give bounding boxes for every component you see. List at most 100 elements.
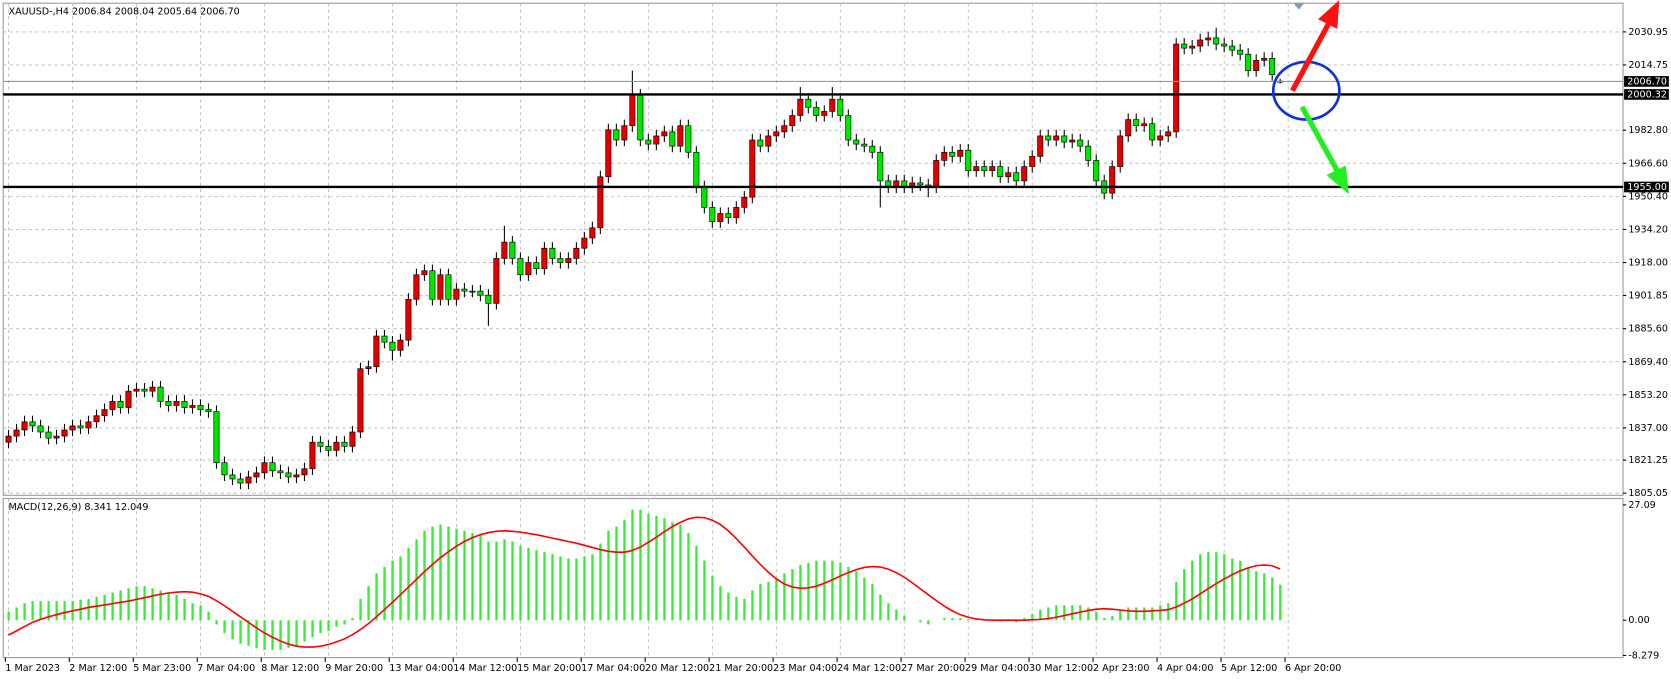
- candle-body: [1221, 43, 1228, 47]
- macd-bar: [151, 588, 154, 621]
- candle-body: [45, 431, 52, 439]
- marker: [1293, 3, 1305, 10]
- macd-bar: [1247, 567, 1250, 621]
- y-tick-label: 1982.80: [1628, 125, 1668, 136]
- macd-bar: [1263, 573, 1266, 621]
- candle-body: [645, 139, 652, 145]
- candle-body: [821, 111, 828, 116]
- macd-bar: [1271, 577, 1274, 621]
- macd-bar: [367, 586, 370, 621]
- macd-bar: [895, 609, 898, 621]
- macd-bar: [767, 581, 770, 621]
- candle-body: [741, 196, 748, 208]
- x-tick-label: 21 Mar 20:00: [709, 663, 773, 674]
- candle-body: [541, 247, 548, 269]
- candle-body: [173, 401, 180, 406]
- macd-bar: [1071, 605, 1074, 621]
- macd-bar: [815, 560, 818, 621]
- candle-body: [221, 462, 228, 476]
- macd-bar: [1207, 552, 1210, 621]
- macd-bar: [1015, 620, 1018, 623]
- macd-bar: [575, 558, 578, 621]
- macd-bar: [375, 573, 378, 621]
- candle-body: [1045, 135, 1052, 141]
- macd-bar: [271, 620, 274, 651]
- candle-body: [341, 441, 348, 447]
- macd-bar: [887, 603, 890, 621]
- macd-bar: [639, 509, 642, 621]
- candle-body: [141, 388, 148, 392]
- y-tick-label: 1805.05: [1628, 488, 1668, 499]
- candle-body: [413, 274, 420, 300]
- candle-body: [253, 472, 260, 478]
- candle-body: [213, 411, 220, 463]
- candle-body: [5, 435, 12, 443]
- y-tick-label: -8.279: [1628, 650, 1659, 661]
- macd-bar: [567, 558, 570, 621]
- macd-bar: [623, 520, 626, 621]
- candle-body: [629, 94, 636, 127]
- macd-bar: [319, 620, 322, 633]
- macd-bar: [447, 526, 450, 621]
- candle-body: [517, 258, 524, 276]
- macd-bar: [1119, 609, 1122, 621]
- candle-body: [317, 441, 324, 447]
- macd-bar: [1215, 552, 1218, 621]
- candle-body: [1165, 131, 1172, 137]
- macd-bar: [1231, 558, 1234, 621]
- candle-body: [53, 435, 60, 439]
- macd-bar: [111, 592, 114, 621]
- macd-bar: [55, 601, 58, 621]
- candle-body: [757, 139, 764, 147]
- candle-body: [917, 182, 924, 186]
- candle-body: [805, 98, 812, 108]
- candle-body: [845, 115, 852, 141]
- signal-line: [8, 516, 1281, 648]
- candle-body: [637, 94, 644, 141]
- candle-body: [357, 368, 364, 433]
- macd-bar: [343, 620, 346, 625]
- macd-bar: [759, 584, 762, 621]
- macd-bar: [719, 586, 722, 621]
- candle-body: [597, 176, 604, 229]
- candle-body: [1141, 123, 1148, 127]
- macd-bar: [535, 550, 538, 621]
- macd-bar: [831, 560, 834, 621]
- macd-bar: [159, 590, 162, 621]
- macd-bar: [183, 598, 186, 621]
- candle-body: [429, 270, 436, 300]
- macd-bar: [1103, 618, 1106, 621]
- macd-bar: [615, 526, 618, 621]
- candle-body: [165, 401, 172, 406]
- y-tick-label: 1837.00: [1628, 423, 1668, 434]
- candle-body: [69, 425, 76, 431]
- candle-body: [381, 335, 388, 343]
- x-tick-label: 5 Mar 23:00: [133, 663, 191, 674]
- candle-body: [773, 131, 780, 137]
- candle-body: [229, 474, 236, 480]
- candle-body: [653, 135, 660, 145]
- candle-body: [533, 262, 540, 269]
- candle-body: [365, 366, 372, 370]
- macd-bar: [919, 620, 922, 623]
- macd-bar: [967, 618, 970, 621]
- candle-body: [405, 298, 412, 341]
- macd-bar: [903, 615, 906, 621]
- x-tick-label: 1 Mar 2023: [5, 663, 60, 674]
- candle-body: [29, 421, 36, 427]
- candle-body: [93, 415, 100, 423]
- macd-bar: [519, 545, 522, 621]
- candle-body: [725, 213, 732, 218]
- macd-bar: [799, 564, 802, 621]
- macd-bar: [839, 562, 842, 621]
- macd-bar: [1023, 618, 1026, 621]
- candle-body: [685, 125, 692, 153]
- candle-body: [989, 166, 996, 171]
- candle-body: [1189, 45, 1196, 49]
- candle-body: [421, 270, 428, 276]
- down-arrow: [1299, 105, 1340, 173]
- annotations: [1271, 0, 1349, 195]
- macd-bar: [599, 543, 602, 621]
